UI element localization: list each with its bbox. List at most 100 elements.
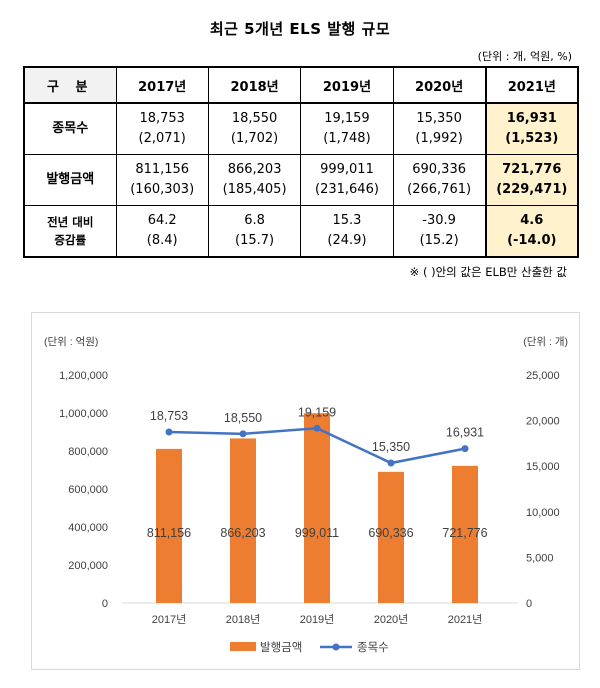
els-table: 구 분 2017년 2018년 2019년 2020년 2021년 종목수 18,… <box>23 66 580 258</box>
x-axis-tick: 2019년 <box>300 613 335 626</box>
table-cell: 866,203 (185,405) <box>207 154 302 206</box>
x-axis-tick: 2018년 <box>226 613 261 626</box>
legend-line-marker <box>332 643 340 651</box>
cell-elb-value: (1,702) <box>230 131 279 146</box>
cell-value: -30.9 <box>422 213 456 228</box>
cell-elb-value: (231,646) <box>315 182 379 197</box>
line-point <box>313 424 321 432</box>
table-cell: 18,550 (1,702) <box>207 102 302 155</box>
line-data-label: 19,159 <box>298 405 336 419</box>
cell-elb-value: (24.9) <box>327 233 367 248</box>
bar-issue-amount <box>452 465 478 603</box>
cell-elb-value: (266,761) <box>407 182 472 197</box>
table-year-header: 2019년 <box>300 66 394 104</box>
bar-data-label: 690,336 <box>368 526 413 540</box>
table-cell: 16,931 (1,523) <box>484 102 580 155</box>
bar-issue-amount <box>156 448 182 603</box>
cell-elb-value: (-14.0) <box>507 233 557 248</box>
bar-data-label: 721,776 <box>442 526 487 540</box>
cell-value: 4.6 <box>520 213 544 228</box>
table-cell: 721,776 (229,471) <box>484 154 580 206</box>
footnote: ※ ( )안의 값은 ELB만 산출한 값 <box>409 265 567 279</box>
table-header-row: 구 분 2017년 2018년 2019년 2020년 2021년 <box>23 66 580 104</box>
right-axis-label: (단위 : 개) <box>523 335 568 348</box>
right-axis-tick: 15,000 <box>526 461 560 473</box>
right-axis-tick: 0 <box>526 598 532 610</box>
cell-value: 18,550 <box>231 111 278 126</box>
bar-data-label: 999,011 <box>295 526 339 540</box>
line-point <box>165 428 173 436</box>
cell-value: 6.8 <box>244 213 265 228</box>
table-corner-header: 구 분 <box>23 66 117 104</box>
table-cell: 64.2 (8.4) <box>115 205 209 258</box>
unit-note: (단위 : 개, 억원, %) <box>477 50 572 63</box>
table-row: 종목수 18,753 (2,071) 18,550 (1,702) 19,159 (1,74… <box>23 102 580 155</box>
cell-elb-value: (229,471) <box>496 182 568 197</box>
x-axis-tick: 2020년 <box>374 613 409 626</box>
cell-elb-value: (160,303) <box>130 182 195 197</box>
left-axis-label: (단위 : 억원) <box>44 335 98 348</box>
table-cell: -30.9 (15.2) <box>392 205 487 258</box>
bar-data-label: 811,156 <box>147 526 191 540</box>
left-axis-tick: 800,000 <box>68 446 108 458</box>
line-point <box>387 459 395 467</box>
table-row: 전년 대비 증감률 64.2 (8.4) 6.8 (15.7) 15.3 (24.9) -30… <box>23 205 580 258</box>
cell-elb-value: (185,405) <box>222 182 287 197</box>
table-cell: 690,336 (266,761) <box>392 154 487 206</box>
cell-elb-value: (2,071) <box>138 131 186 146</box>
line-point <box>461 445 469 453</box>
cell-value: 16,931 <box>506 111 557 126</box>
table-cell: 18,753 (2,071) <box>115 102 209 155</box>
x-axis-tick: 2017년 <box>152 613 187 626</box>
cell-elb-value: (15.7) <box>235 233 275 248</box>
table-row-label: 발행금액 <box>23 154 117 206</box>
x-axis-tick: 2021년 <box>448 613 483 626</box>
table-year-header: 2017년 <box>115 66 209 104</box>
table-cell: 6.8 (15.7) <box>207 205 302 258</box>
line-data-label: 18,550 <box>224 411 262 425</box>
table-row-label: 전년 대비 증감률 <box>23 205 117 258</box>
cell-value: 64.2 <box>147 213 177 228</box>
line-data-label: 16,931 <box>446 426 484 440</box>
table-row-label: 종목수 <box>23 102 117 155</box>
line-point <box>239 430 247 438</box>
table-year-header: 2020년 <box>392 66 487 104</box>
table-cell: 19,159 (1,748) <box>300 102 394 155</box>
bar-issue-amount <box>230 438 256 603</box>
right-axis-tick: 10,000 <box>526 507 560 519</box>
cell-elb-value: (15.2) <box>419 233 459 248</box>
cell-elb-value: (8.4) <box>146 233 178 248</box>
left-axis-tick: 400,000 <box>68 522 108 534</box>
table-cell: 811,156 (160,303) <box>115 154 209 206</box>
left-axis-tick: 1,200,000 <box>59 370 108 382</box>
legend-bar-label: 발행금액 <box>260 641 302 654</box>
table-year-header: 2018년 <box>207 66 302 104</box>
cell-value: 811,156 <box>135 162 190 177</box>
left-axis-tick: 600,000 <box>68 484 108 496</box>
right-axis-tick: 20,000 <box>526 416 560 428</box>
combo-chart: (단위 : 억원) (단위 : 개) 0 200,000 400,000 600,000 8… <box>44 335 568 654</box>
table-cell: 15.3 (24.9) <box>300 205 394 258</box>
left-axis-tick: 0 <box>102 598 108 610</box>
line-data-label: 15,350 <box>372 440 410 454</box>
bar-data-label: 866,203 <box>220 526 265 540</box>
cell-value: 721,776 <box>502 162 562 177</box>
bar-issue-amount <box>378 471 404 603</box>
table-cell: 999,011 (231,646) <box>300 154 394 206</box>
legend-bar-swatch <box>230 642 256 651</box>
cell-value: 999,011 <box>320 162 374 177</box>
cell-value: 690,336 <box>412 162 466 177</box>
table-year-header: 2021년 <box>484 66 580 104</box>
cell-value: 19,159 <box>324 111 370 126</box>
page-title: 최근 5개년 ELS 발행 규모 <box>209 20 391 38</box>
cell-value: 15,350 <box>416 111 462 126</box>
cell-elb-value: (1,523) <box>505 131 559 146</box>
legend-line-label: 종목수 <box>357 641 389 654</box>
cell-value: 866,203 <box>227 162 282 177</box>
table-cell: 15,350 (1,992) <box>392 102 487 155</box>
left-axis-tick: 200,000 <box>68 560 108 572</box>
line-data-label: 18,753 <box>150 409 188 423</box>
right-axis-tick: 25,000 <box>526 370 560 382</box>
table-cell: 4.6 (-14.0) <box>484 205 580 258</box>
table-row: 발행금액 811,156 (160,303) 866,203 (185,405) 999,… <box>23 154 580 206</box>
